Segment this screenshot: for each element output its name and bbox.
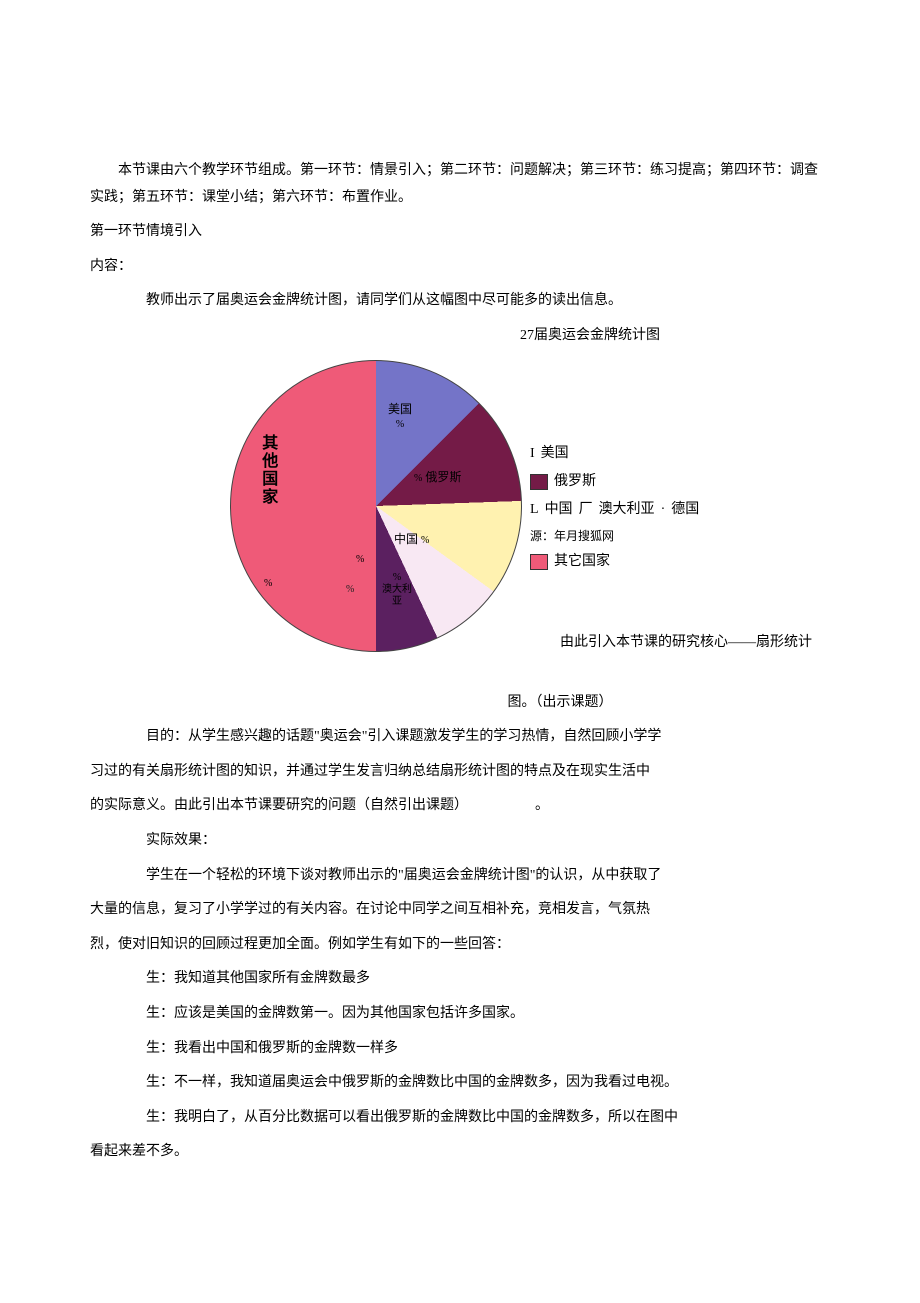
pct-icon: % (393, 572, 401, 583)
swatch-russia (530, 474, 548, 490)
chart-title: 27届奥运会金牌统计图 (350, 323, 830, 350)
legend-prefix-l: L (530, 496, 539, 524)
document-page: 本节课由六个教学环节组成。第一环节：情景引入；第二环节：问题解决；第三环节：练习… (0, 0, 920, 1234)
legend-label-aus: 澳大利亚 (599, 496, 655, 524)
text: 中国 (394, 532, 418, 546)
legend-label-usa: 美国 (541, 440, 569, 468)
legend-prefix-r: 厂 (579, 496, 593, 524)
dot: 。 (535, 798, 549, 813)
text: 的实际意义。由此引出本节课要研究的问题（自然引出课题） (90, 798, 468, 813)
legend-prefix: I (530, 440, 535, 468)
slice-label-russia: % 俄罗斯 (414, 470, 461, 485)
section1-heading: 第一环节情境引入 (90, 219, 830, 246)
legend-label-other: 其它国家 (554, 548, 610, 576)
text: 美国 (388, 402, 412, 416)
effect-heading: 实际效果： (90, 828, 830, 855)
student-reply-5: 生：我明白了，从百分比数据可以看出俄罗斯的金牌数比中国的金牌数多，所以在图中 (90, 1105, 830, 1132)
legend-row-2: 俄罗斯 (530, 468, 699, 496)
slice-label-aus: % 澳大利亚 (382, 572, 412, 608)
pct-icon: % (414, 473, 422, 484)
slice-pct-spare: % (356, 554, 364, 566)
pie-graphic (230, 360, 522, 652)
figure-caption-a: 由此引入本节课的研究核心——扇形统计 (560, 630, 812, 657)
student-reply-5b: 看起来差不多。 (90, 1139, 830, 1166)
legend-source: 源：年月搜狐网 (530, 524, 699, 548)
pct-icon: % (346, 584, 354, 595)
purpose-a: 目的：从学生感兴趣的话题"奥运会"引入课题激发学生的学习热情，自然回顾小学学 (90, 724, 830, 751)
pct-icon: % (421, 535, 429, 546)
chart-legend: I 美国 俄罗斯 L 中国 厂 澳大利亚 · 德国 源：年月搜狐网 其它国家 (530, 440, 699, 576)
slice-pct-other: % (264, 578, 272, 590)
text: 俄罗斯 (425, 470, 461, 484)
purpose-b: 习过的有关扇形统计图的知识，并通过学生发言归纳总结扇形统计图的特点及在现实生活中 (90, 759, 830, 786)
pct-icon: % (396, 419, 404, 430)
effect-a: 学生在一个轻松的环境下谈对教师出示的"届奥运会金牌统计图"的认识，从中获取了 (90, 863, 830, 890)
student-reply-4: 生：不一样，我知道届奥运会中俄罗斯的金牌数比中国的金牌数多，因为我看过电视。 (90, 1070, 830, 1097)
slice-label-usa: 美国 % (388, 402, 412, 431)
student-reply-2: 生：应该是美国的金牌数第一。因为其他国家包括许多国家。 (90, 1001, 830, 1028)
content-label: 内容： (90, 254, 830, 281)
text: 其他国家 (259, 434, 276, 506)
legend-label-russia: 俄罗斯 (554, 468, 596, 496)
legend-label-china: 中国 (545, 496, 573, 524)
legend-row-4: 其它国家 (530, 548, 699, 576)
student-reply-1: 生：我知道其他国家所有金牌数最多 (90, 966, 830, 993)
figure-caption-b: 图。（出示课题） (290, 690, 830, 717)
effect-b: 大量的信息，复习了小学学过的有关内容。在讨论中同学之间互相补充，竞相发言，气氛热 (90, 897, 830, 924)
content-text: 教师出示了届奥运会金牌统计图，请同学们从这幅图中尽可能多的读出信息。 (90, 288, 830, 315)
slice-label-china: 中国 % (394, 532, 429, 547)
purpose-c: 的实际意义。由此引出本节课要研究的问题（自然引出课题） 。 (90, 793, 830, 820)
legend-dot: · (661, 496, 666, 524)
student-reply-3: 生：我看出中国和俄罗斯的金牌数一样多 (90, 1036, 830, 1063)
slice-label-ger: % (346, 584, 354, 596)
legend-label-ger: 德国 (671, 496, 699, 524)
swatch-other (530, 554, 548, 570)
legend-row-3: L 中国 厂 澳大利亚 · 德国 (530, 496, 699, 524)
legend-row-1: I 美国 (530, 440, 699, 468)
effect-c: 烈，使对旧知识的回顾过程更加全面。例如学生有如下的一些回答： (90, 932, 830, 959)
slice-label-other: 其他国家 (258, 434, 277, 506)
intro-paragraph: 本节课由六个教学环节组成。第一环节：情景引入；第二环节：问题解决；第三环节：练习… (90, 158, 830, 211)
pie-chart: 美国 % % 俄罗斯 中国 % % 澳大利亚 % 其他国家 % % I 美国 (230, 360, 870, 680)
